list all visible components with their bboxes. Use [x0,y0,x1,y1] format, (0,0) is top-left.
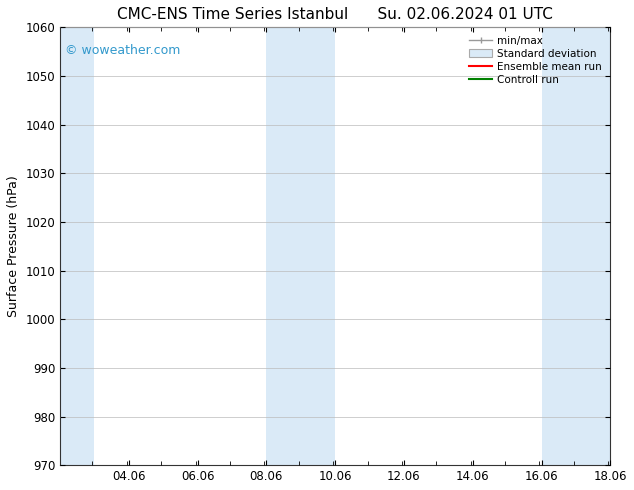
Bar [541,27,611,465]
Y-axis label: Surface Pressure (hPa): Surface Pressure (hPa) [7,175,20,317]
Title: CMC-ENS Time Series Istanbul      Su. 02.06.2024 01 UTC: CMC-ENS Time Series Istanbul Su. 02.06.2… [117,7,553,22]
Bar [60,27,94,465]
Bar [266,27,335,465]
Legend: min/max, Standard deviation, Ensemble mean run, Controll run: min/max, Standard deviation, Ensemble me… [466,32,605,88]
Text: © woweather.com: © woweather.com [65,44,180,57]
